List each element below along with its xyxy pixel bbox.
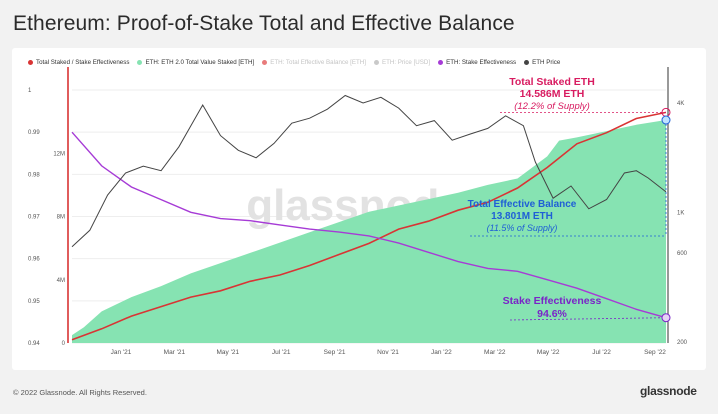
x-tick-label: Mar '22 bbox=[484, 349, 506, 356]
y-tick-right-label: 1K bbox=[677, 211, 684, 217]
annotation-effectiveness-title: Stake Effectiveness bbox=[503, 295, 602, 307]
x-tick-label: Mar '21 bbox=[164, 349, 186, 356]
area-total-value-staked bbox=[72, 120, 666, 343]
legend-dot bbox=[137, 59, 143, 65]
x-tick-label: Jul '22 bbox=[592, 349, 611, 356]
marker-effectiveness bbox=[661, 313, 671, 323]
legend-item-5[interactable]: ETH Price bbox=[524, 59, 560, 66]
chart-legend: Total Staked / Stake Effectiveness ETH: E… bbox=[28, 59, 568, 66]
brand-logo: glassnode bbox=[640, 384, 697, 398]
y-tick-inner-label: 4M bbox=[57, 278, 65, 284]
legend-label: ETH Price bbox=[532, 59, 561, 66]
legend-label: ETH: Price [USD] bbox=[381, 59, 431, 66]
legend-dot bbox=[438, 59, 444, 65]
y-tick-right-label: 4K bbox=[677, 101, 684, 107]
legend-label: ETH: Total Effective Balance [ETH] bbox=[270, 59, 366, 66]
legend-label: ETH: ETH 2.0 Total Value Staked [ETH] bbox=[145, 59, 255, 66]
legend-dot bbox=[28, 59, 33, 65]
y-tick-right-label: 600 bbox=[677, 251, 688, 257]
x-tick-label: Nov '21 bbox=[377, 349, 399, 356]
y-tick-outer-label: 0.94 bbox=[28, 341, 40, 347]
annotation-guides bbox=[470, 107, 671, 323]
y-tick-outer-label: 1 bbox=[28, 88, 32, 94]
x-tick-label: Jan '21 bbox=[111, 349, 132, 356]
annotation-staked-value: 14.586M ETH bbox=[520, 88, 585, 100]
legend-item-3[interactable]: ETH: Price [USD] bbox=[373, 59, 431, 66]
x-tick-label: Jan '22 bbox=[431, 349, 452, 356]
line-stake-effectiveness bbox=[71, 131, 667, 319]
legend-label: Total Staked / Stake Effectiveness bbox=[36, 59, 130, 66]
legend-item-1[interactable]: ETH: ETH 2.0 Total Value Staked [ETH] bbox=[137, 59, 254, 66]
y-tick-outer-label: 0.98 bbox=[28, 172, 40, 178]
y-tick-inner-label: 12M bbox=[53, 151, 65, 157]
x-tick-label: Sep '21 bbox=[324, 349, 346, 356]
annotation-effective-title: Total Effective Balance bbox=[468, 199, 577, 210]
axis-ticks: 0.94 0.95 0.96 0.97 0.98 0.99 1 0 4M 8M 12M 200 600 1… bbox=[28, 88, 688, 356]
y-tick-inner-label: 8M bbox=[57, 215, 65, 221]
annotation-effectiveness-value: 94.6% bbox=[537, 308, 567, 320]
y-tick-inner-label: 0 bbox=[62, 341, 66, 347]
chart-title: Ethereum: Proof-of-Stake Total and Effec… bbox=[13, 12, 515, 35]
legend-dot bbox=[524, 59, 530, 65]
annotation-effective-supply: (11.5% of Supply) bbox=[487, 223, 558, 233]
legend-dot bbox=[373, 59, 379, 65]
annotation-effective-value: 13.801M ETH bbox=[491, 211, 553, 222]
legend-item-0[interactable]: Total Staked / Stake Effectiveness bbox=[28, 59, 129, 66]
legend-dot bbox=[262, 59, 268, 65]
line-total-staked bbox=[71, 111, 667, 341]
legend-label: ETH: Stake Effectiveness bbox=[446, 59, 517, 66]
legend-item-2[interactable]: ETH: Total Effective Balance [ETH] bbox=[262, 59, 366, 66]
x-tick-label: May '21 bbox=[217, 349, 240, 356]
legend-item-4[interactable]: ETH: Stake Effectiveness bbox=[438, 59, 516, 66]
y-tick-outer-label: 0.99 bbox=[28, 130, 40, 136]
annotation-staked-title: Total Staked ETH bbox=[509, 76, 595, 88]
y-tick-right-label: 200 bbox=[677, 340, 688, 346]
y-tick-outer-label: 0.95 bbox=[28, 299, 40, 305]
footer-copyright: © 2022 Glassnode. All Rights Reserved. bbox=[13, 388, 147, 397]
line-eth-price bbox=[71, 94, 667, 248]
x-tick-label: May '22 bbox=[537, 349, 560, 356]
y-tick-outer-label: 0.97 bbox=[28, 215, 40, 221]
marker-effective bbox=[661, 115, 671, 125]
annotation-staked-supply: (12.2% of Supply) bbox=[514, 101, 590, 112]
x-tick-label: Jul '21 bbox=[272, 349, 291, 356]
y-tick-outer-label: 0.96 bbox=[28, 257, 40, 263]
x-tick-label: Sep '22 bbox=[644, 349, 666, 356]
